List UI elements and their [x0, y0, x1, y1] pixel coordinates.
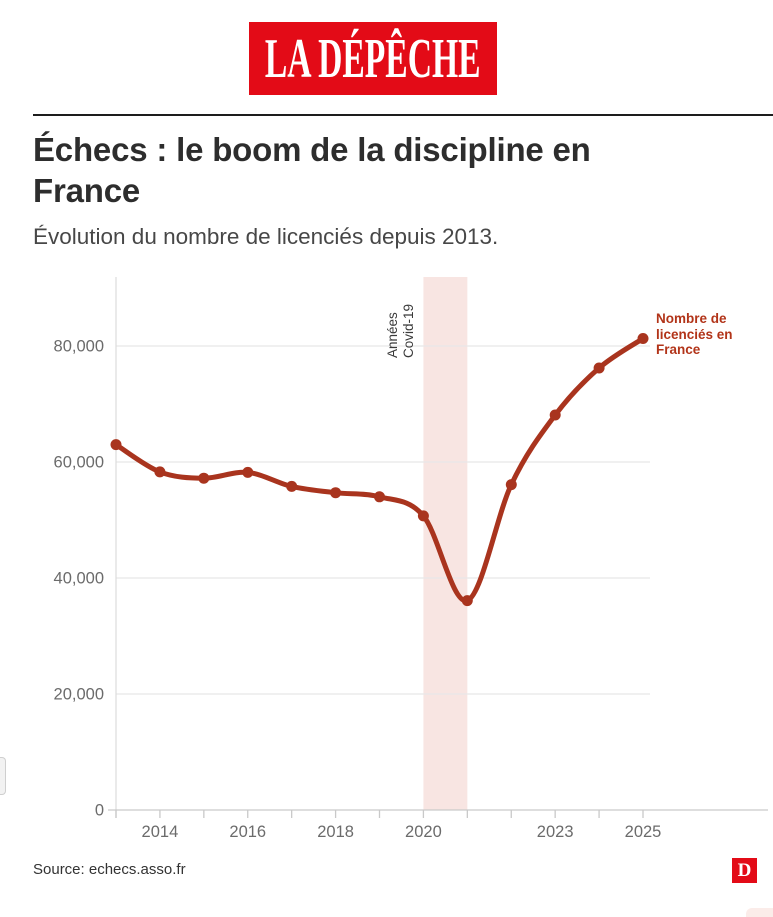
- data-point-2023: [549, 409, 561, 421]
- footer-d-logo: D: [732, 858, 757, 883]
- series-legend-line-1: Nombre de: [656, 311, 727, 326]
- chart-title: Échecs : le boom de la discipline en Fra…: [33, 131, 591, 209]
- data-point-2015: [198, 472, 210, 484]
- logo-text: LA DÉPÊCHE: [265, 27, 481, 90]
- covid-annotation: Années Covid-19: [385, 304, 417, 358]
- data-point-2022: [505, 479, 517, 491]
- data-point-2019: [374, 491, 385, 503]
- la-depeche-logo: LA DÉPÊCHE: [249, 22, 497, 95]
- data-point-2020: [417, 510, 429, 522]
- y-axis-label: 60,000: [54, 454, 104, 472]
- data-point-2025: [637, 333, 649, 344]
- bottom-right-artifact: [746, 908, 773, 917]
- x-axis-label: 2025: [625, 823, 662, 841]
- data-point-2013: [110, 439, 122, 451]
- series-legend: Nombre de licenciés en France: [656, 311, 733, 358]
- data-point-2024: [593, 362, 605, 374]
- series-legend-line-2: licenciés en: [656, 326, 733, 342]
- y-axis-label: 0: [95, 802, 104, 820]
- covid-band: [423, 277, 468, 810]
- left-edge-artifact: [0, 757, 6, 795]
- footer-d-letter: D: [737, 859, 752, 881]
- x-axis-label: 2016: [229, 823, 266, 841]
- y-axis-label: 40,000: [54, 570, 104, 588]
- source-text: Source: echecs.asso.fr: [33, 861, 186, 878]
- data-point-2017: [286, 480, 298, 492]
- x-axis-label: 2018: [317, 823, 354, 841]
- covid-annotation-line-1: Années: [385, 312, 400, 358]
- data-point-2016: [242, 466, 254, 478]
- line-series: [113, 336, 646, 604]
- x-axis-label: 2020: [405, 823, 442, 841]
- data-point-2014: [154, 466, 166, 478]
- y-axis-label: 20,000: [54, 686, 104, 704]
- x-axis-label: 2014: [142, 823, 179, 841]
- data-point-2021: [461, 595, 473, 607]
- data-point-2018: [330, 487, 342, 499]
- y-axis-label: 80,000: [54, 338, 104, 356]
- covid-annotation-line-2: Covid-19: [401, 303, 416, 358]
- header-divider: [33, 114, 773, 116]
- series-legend-line-3: France: [656, 342, 701, 357]
- x-axis-label: 2023: [537, 823, 574, 841]
- chart-subtitle: Évolution du nombre de licenciés depuis …: [33, 224, 499, 249]
